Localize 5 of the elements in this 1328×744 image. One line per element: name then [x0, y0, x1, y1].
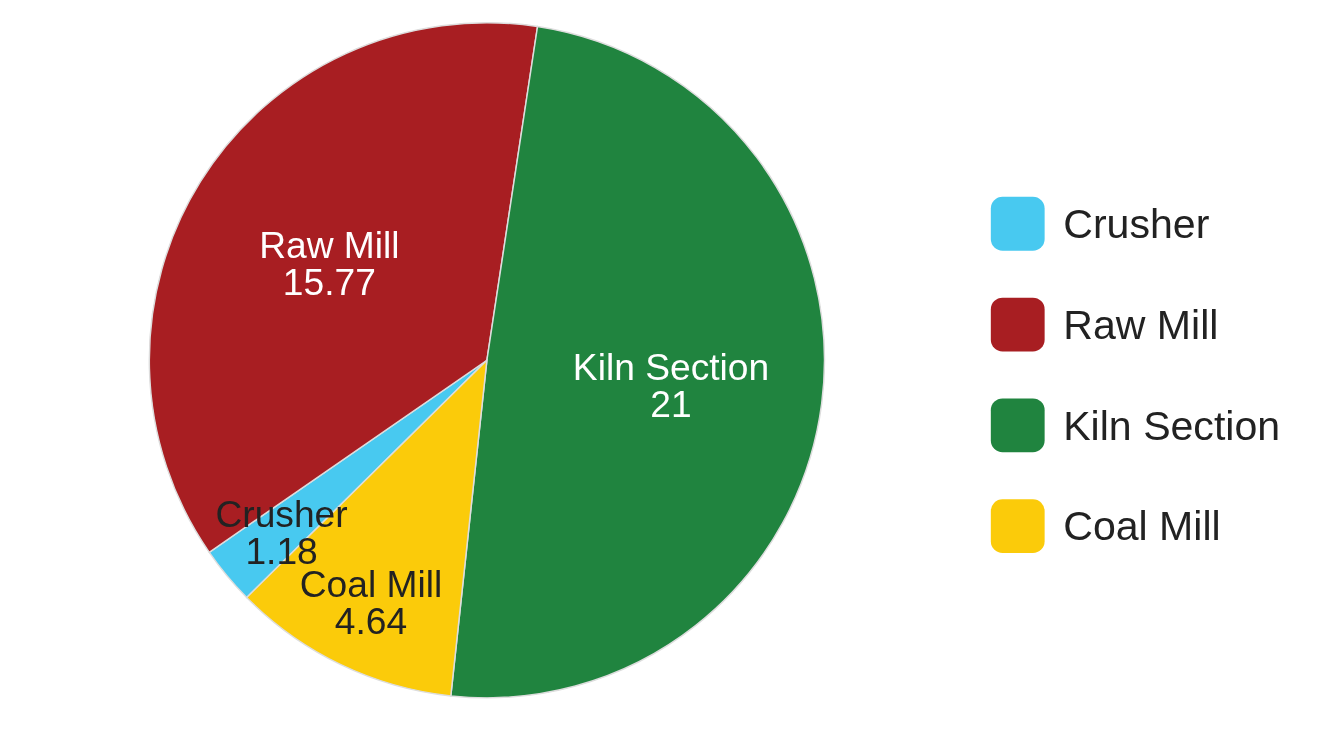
legend-label: Coal Mill	[1063, 503, 1221, 550]
data-label: 4.64	[334, 599, 408, 642]
legend-label: Crusher	[1063, 200, 1210, 247]
legend-label: Raw Mill	[1063, 301, 1219, 348]
legend-label: Kiln Section	[1063, 402, 1281, 449]
